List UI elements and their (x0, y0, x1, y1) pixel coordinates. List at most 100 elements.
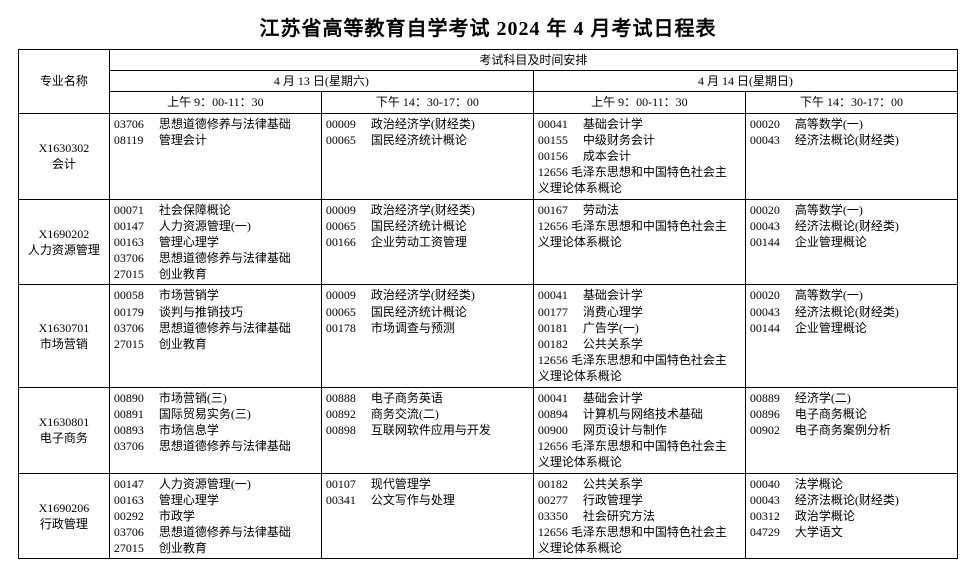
course-code: 12656 (538, 165, 568, 179)
course-name: 现代管理学 (371, 477, 431, 491)
course-code: 27015 (114, 266, 156, 282)
course-code: 00178 (326, 320, 368, 336)
course-code: 00144 (750, 320, 792, 336)
course-line: 03350 社会研究方法 (538, 508, 741, 524)
course-line: 00144 企业管理概论 (750, 234, 953, 250)
course-name: 管理会计 (159, 133, 207, 147)
course-code: 00341 (326, 492, 368, 508)
course-code: 00058 (114, 287, 156, 303)
course-code: 00065 (326, 218, 368, 234)
course-name: 思想道德修养与法律基础 (159, 117, 291, 131)
course-code: 00071 (114, 202, 156, 218)
course-name: 计算机与网络技术基础 (583, 407, 703, 421)
course-line: 00894 计算机与网络技术基础 (538, 406, 741, 422)
header-slot2: 下午 14：30-17：00 (321, 92, 533, 113)
schedule-table: 专业名称 考试科目及时间安排 4 月 13 日(星期六) 4 月 14 日(星期… (18, 49, 958, 559)
slot-cell: 00009 政治经济学(财经类)00065 国民经济统计概论 (321, 113, 533, 199)
course-name: 人力资源管理(一) (159, 477, 251, 491)
course-line: 00071 社会保障概论 (114, 202, 317, 218)
slot-cell: 00020 高等数学(一)00043 经济法概论(财经类)00144 企业管理概… (745, 285, 957, 387)
course-code: 00312 (750, 508, 792, 524)
course-line: 00020 高等数学(一) (750, 202, 953, 218)
course-line: 12656 毛泽东思想和中国特色社会主 (538, 352, 741, 368)
course-name: 国民经济统计概论 (371, 305, 467, 319)
major-code: X1630801 (23, 414, 105, 430)
table-row: X1630801电子商务00890 市场营销(三)00891 国际贸易实务(三)… (19, 387, 958, 473)
course-name: 市场调查与预测 (371, 321, 455, 335)
course-name: 创业教育 (159, 267, 207, 281)
course-code: 00893 (114, 422, 156, 438)
slot-cell: 00058 市场营销学00179 谈判与推销技巧03706 思想道德修养与法律基… (109, 285, 321, 387)
course-line: 00155 中级财务会计 (538, 132, 741, 148)
major-code: X1630302 (23, 140, 105, 156)
major-cell: X1630701市场营销 (19, 285, 110, 387)
course-line: 00043 经济法概论(财经类) (750, 492, 953, 508)
major-cell: X1630302会计 (19, 113, 110, 199)
course-name: 政治学概论 (795, 509, 855, 523)
course-name: 高等数学(一) (795, 117, 863, 131)
course-code: 27015 (114, 540, 156, 556)
major-cell: X1630801电子商务 (19, 387, 110, 473)
major-code: X1630701 (23, 320, 105, 336)
course-line: 00178 市场调查与预测 (326, 320, 529, 336)
major-code: X1690202 (23, 226, 105, 242)
course-line: 00892 商务交流(二) (326, 406, 529, 422)
course-line: 00147 人力资源管理(一) (114, 218, 317, 234)
course-line: 00156 成本会计 (538, 148, 741, 164)
course-code: 00020 (750, 287, 792, 303)
course-line: 00312 政治学概论 (750, 508, 953, 524)
course-name: 人力资源管理(一) (159, 219, 251, 233)
course-code: 00155 (538, 132, 580, 148)
slot-cell: 00889 经济学(二)00896 电子商务概论00902 电子商务案例分析 (745, 387, 957, 473)
course-line: 00902 电子商务案例分析 (750, 422, 953, 438)
course-name: 互联网软件应用与开发 (371, 423, 491, 437)
course-code: 00896 (750, 406, 792, 422)
course-line: 00292 市政学 (114, 508, 317, 524)
course-name: 基础会计学 (583, 117, 643, 131)
course-code: 00065 (326, 304, 368, 320)
course-name: 国民经济统计概论 (371, 133, 467, 147)
course-line: 08119 管理会计 (114, 132, 317, 148)
course-code: 00890 (114, 390, 156, 406)
course-code: 12656 (538, 525, 568, 539)
major-name: 会计 (23, 156, 105, 172)
course-line: 03706 思想道德修养与法律基础 (114, 250, 317, 266)
slot-cell: 00888 电子商务英语00892 商务交流(二)00898 互联网软件应用与开… (321, 387, 533, 473)
course-code: 00182 (538, 476, 580, 492)
course-line: 12656 毛泽东思想和中国特色社会主 (538, 524, 741, 540)
course-name: 企业管理概论 (795, 235, 867, 249)
course-name: 义理论体系概论 (538, 455, 622, 469)
course-line: 00889 经济学(二) (750, 390, 953, 406)
course-name: 消费心理学 (583, 305, 643, 319)
course-name: 大学语文 (795, 525, 843, 539)
course-name: 政治经济学(财经类) (371, 117, 475, 131)
header-day2: 4 月 14 日(星期日) (533, 71, 957, 92)
course-code: 00020 (750, 202, 792, 218)
slot-cell: 00071 社会保障概论00147 人力资源管理(一)00163 管理心理学03… (109, 199, 321, 285)
course-name: 市场信息学 (159, 423, 219, 437)
course-code: 00009 (326, 116, 368, 132)
slot-cell: 00890 市场营销(三)00891 国际贸易实务(三)00893 市场信息学 0… (109, 387, 321, 473)
course-line: 义理论体系概论 (538, 540, 741, 556)
slot-cell: 00041 基础会计学00177 消费心理学00181 广告学(一)00182 … (533, 285, 745, 387)
course-name: 公文写作与处理 (371, 493, 455, 507)
course-name: 管理心理学 (159, 493, 219, 507)
course-code: 00065 (326, 132, 368, 148)
course-line: 27015 创业教育 (114, 540, 317, 556)
slot-cell: 00167 劳动法12656 毛泽东思想和中国特色社会主 义理论体系概论 (533, 199, 745, 285)
course-name: 毛泽东思想和中国特色社会主 (571, 165, 727, 179)
course-name: 政治经济学(财经类) (371, 203, 475, 217)
slot-cell: 03706 思想道德修养与法律基础08119 管理会计 (109, 113, 321, 199)
course-line: 00041 基础会计学 (538, 390, 741, 406)
course-line: 00891 国际贸易实务(三) (114, 406, 317, 422)
course-name: 毛泽东思想和中国特色社会主 (571, 525, 727, 539)
course-name: 政治经济学(财经类) (371, 288, 475, 302)
course-code: 00107 (326, 476, 368, 492)
course-name: 毛泽东思想和中国特色社会主 (571, 353, 727, 367)
course-name: 义理论体系概论 (538, 541, 622, 555)
course-line: 00890 市场营销(三) (114, 390, 317, 406)
course-name: 义理论体系概论 (538, 181, 622, 195)
course-code: 03706 (114, 250, 156, 266)
course-name: 电子商务概论 (795, 407, 867, 421)
table-row: X1630302会计03706 思想道德修养与法律基础08119 管理会计000… (19, 113, 958, 199)
